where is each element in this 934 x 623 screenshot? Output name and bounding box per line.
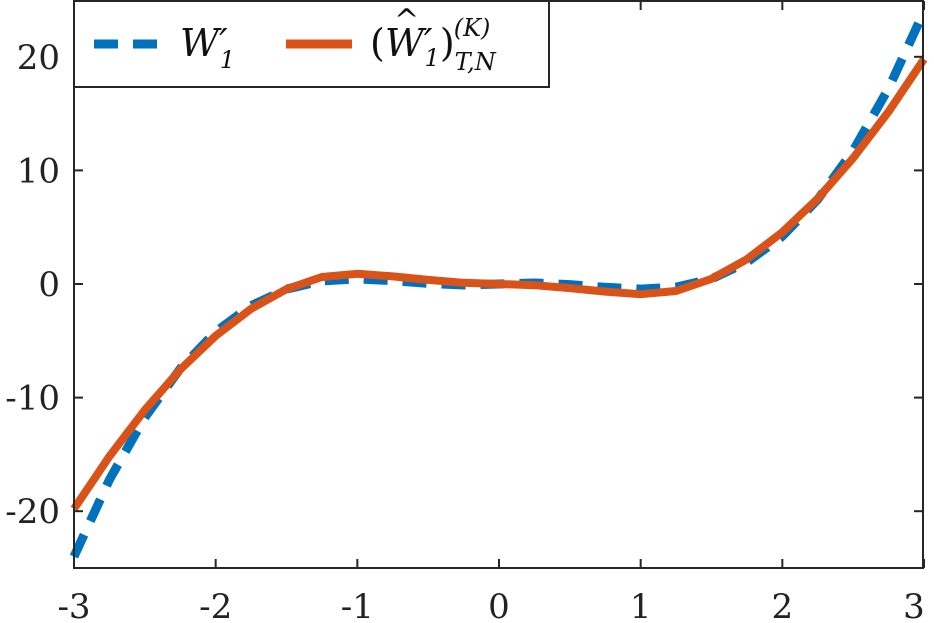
x-tick-label: -3 [57, 587, 90, 623]
x-tick-label: 3 [903, 587, 925, 623]
y-tick-label: 20 [17, 38, 60, 78]
x-tick-label: 2 [772, 587, 794, 623]
y-tick-label: 10 [17, 151, 60, 191]
x-tick-label: 1 [630, 587, 652, 623]
legend-label-estimate: (W′1)T,N(K) [370, 14, 497, 76]
series-line-estimate [70, 56, 928, 512]
y-tick-label: 0 [38, 265, 60, 305]
y-tick-label: -20 [5, 492, 60, 532]
x-tick-label: 0 [488, 587, 510, 623]
y-tick-label: -10 [5, 379, 60, 419]
legend-label-true: W′1 [180, 21, 235, 74]
legend-hat-mark: ^ [394, 3, 419, 38]
series-layer [69, 9, 929, 559]
x-tick-label: -2 [199, 587, 232, 623]
legend: W′1 (W′1)T,N(K) ^ [73, 0, 550, 88]
x-tick-label: -1 [341, 587, 374, 623]
